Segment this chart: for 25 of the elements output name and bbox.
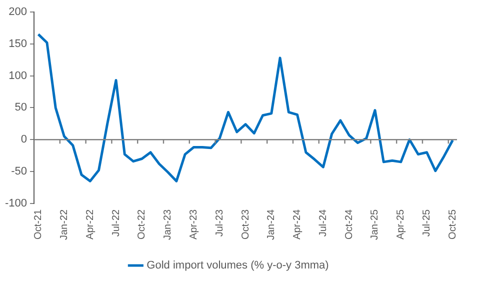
x-tick-label: Apr-22 (84, 208, 96, 240)
x-tick-label: Jul-22 (110, 209, 122, 237)
x-tick-label: Oct-25 (447, 208, 458, 240)
x-tick-label: Jan-24 (266, 208, 278, 240)
y-tick-label: 0 (20, 134, 28, 146)
x-tick-label: Oct-24 (344, 208, 355, 240)
x-tick-label: Oct-22 (136, 208, 148, 240)
y-tick-label: 100 (8, 70, 28, 82)
x-tick-label: Apr-24 (292, 208, 304, 240)
y-tick-label: -50 (11, 166, 28, 178)
legend-label: Gold import volumes (% y-o-y 3mma) (146, 260, 329, 272)
x-tick-label: Jan-22 (58, 208, 70, 240)
x-tick-label: Oct-23 (240, 208, 252, 240)
x-tick-label: Jul-24 (318, 209, 329, 237)
y-tick-label: -100 (4, 197, 28, 210)
x-tick-label: Apr-25 (396, 208, 407, 240)
y-tick-label: 200 (8, 6, 28, 18)
x-tick-label: Apr-23 (188, 208, 200, 240)
x-tick-label: Jan-23 (162, 208, 174, 240)
x-tick-label: Jul-25 (422, 209, 433, 237)
x-tick-label: Jul-23 (214, 209, 226, 237)
x-tick-label: Oct-21 (33, 208, 44, 240)
y-tick-label: 150 (8, 38, 28, 50)
y-tick-label: 50 (14, 102, 28, 114)
x-tick-label: Jan-25 (370, 208, 381, 240)
